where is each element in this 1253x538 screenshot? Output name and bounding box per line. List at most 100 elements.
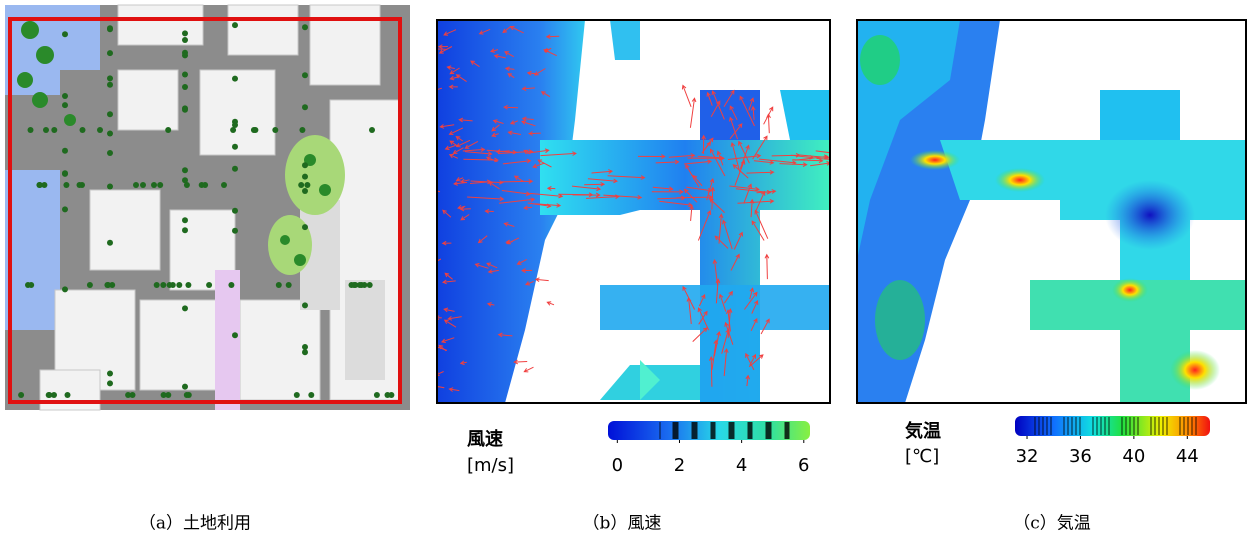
colorbar-unit: [m/s] bbox=[467, 455, 514, 476]
tree bbox=[272, 127, 278, 133]
tree bbox=[302, 104, 308, 110]
tree bbox=[182, 84, 188, 90]
tree bbox=[302, 162, 308, 168]
tree bbox=[77, 182, 83, 188]
tree bbox=[294, 392, 300, 398]
tree bbox=[206, 282, 212, 288]
tree bbox=[232, 166, 238, 172]
tree bbox=[97, 127, 103, 133]
tree bbox=[302, 302, 308, 308]
colorbar-tick-label: 32 bbox=[1016, 446, 1039, 467]
tree bbox=[107, 25, 113, 31]
colorbar-tick-label: 40 bbox=[1122, 446, 1145, 467]
tree bbox=[302, 224, 308, 230]
tree bbox=[357, 282, 363, 288]
colorbar bbox=[608, 421, 810, 440]
tree bbox=[182, 107, 188, 113]
tree bbox=[182, 305, 188, 311]
tree bbox=[36, 182, 42, 188]
tree bbox=[367, 282, 373, 288]
tree bbox=[304, 182, 310, 188]
tree bbox=[202, 182, 208, 188]
tree bbox=[182, 72, 188, 78]
tree bbox=[46, 392, 52, 398]
tree bbox=[182, 37, 188, 43]
figure: 風速 [m/s] 気温 [℃] （a）土地利用 （b）風速 （c）気温 0246… bbox=[0, 0, 1253, 538]
tree bbox=[151, 182, 157, 188]
tree bbox=[302, 349, 308, 355]
tree bbox=[62, 148, 68, 154]
tree bbox=[388, 392, 394, 398]
tree bbox=[62, 286, 68, 292]
colorbar-label: 風速 bbox=[467, 428, 503, 450]
tree bbox=[107, 184, 113, 190]
land-use-map bbox=[5, 5, 410, 410]
tree bbox=[165, 127, 171, 133]
tree bbox=[28, 127, 34, 133]
colorbar-tick-label: 36 bbox=[1069, 446, 1092, 467]
tree bbox=[276, 282, 282, 288]
tree bbox=[62, 93, 68, 99]
tree bbox=[308, 392, 314, 398]
colorbar-unit: [℃] bbox=[905, 446, 939, 467]
tree bbox=[232, 332, 238, 338]
tree bbox=[228, 282, 234, 288]
tree bbox=[107, 111, 113, 117]
tree bbox=[182, 227, 188, 233]
tree bbox=[302, 24, 308, 30]
tree bbox=[302, 344, 308, 350]
colorbar-tick-label: 4 bbox=[736, 455, 747, 476]
tree bbox=[232, 144, 238, 150]
tree bbox=[157, 182, 163, 188]
tree bbox=[107, 75, 113, 81]
tree bbox=[182, 167, 188, 173]
tree bbox=[302, 72, 308, 78]
tree bbox=[107, 371, 113, 377]
tree bbox=[107, 82, 113, 88]
colorbar-tick-label: 44 bbox=[1176, 446, 1199, 467]
tree bbox=[62, 171, 68, 177]
colorbar-tick-label: 0 bbox=[612, 455, 623, 476]
tree bbox=[154, 282, 160, 288]
tree bbox=[62, 206, 68, 212]
tree bbox=[232, 122, 238, 128]
temperature-field bbox=[857, 20, 1246, 403]
tree bbox=[232, 22, 238, 28]
tree bbox=[374, 392, 380, 398]
tree bbox=[51, 127, 57, 133]
tree bbox=[130, 392, 136, 398]
tree bbox=[28, 282, 34, 288]
colorbar-tick-label: 2 bbox=[674, 455, 685, 476]
tree bbox=[107, 50, 113, 56]
tree bbox=[176, 282, 182, 288]
tree bbox=[43, 127, 49, 133]
colorbar-label: 気温 bbox=[905, 420, 941, 442]
tree bbox=[18, 392, 24, 398]
tree bbox=[80, 127, 86, 133]
tree bbox=[107, 240, 113, 246]
tree bbox=[232, 228, 238, 234]
tree bbox=[109, 282, 115, 288]
caption: （c）気温 bbox=[1013, 514, 1091, 534]
tree bbox=[107, 380, 113, 386]
tree bbox=[63, 182, 69, 188]
tree bbox=[232, 76, 238, 82]
tree bbox=[184, 392, 190, 398]
tree bbox=[87, 282, 93, 288]
tree bbox=[299, 127, 305, 133]
tree bbox=[182, 52, 188, 58]
tree bbox=[232, 208, 238, 214]
colorbar bbox=[1015, 416, 1210, 436]
tree bbox=[107, 131, 113, 137]
tree bbox=[302, 174, 308, 180]
tree bbox=[160, 282, 166, 288]
tree bbox=[140, 182, 146, 188]
tree bbox=[65, 392, 71, 398]
tree bbox=[221, 182, 227, 188]
tree bbox=[302, 188, 308, 194]
tree bbox=[133, 182, 139, 188]
tree bbox=[369, 127, 375, 133]
tree bbox=[185, 282, 191, 288]
tree bbox=[298, 182, 304, 188]
tree bbox=[286, 282, 292, 288]
